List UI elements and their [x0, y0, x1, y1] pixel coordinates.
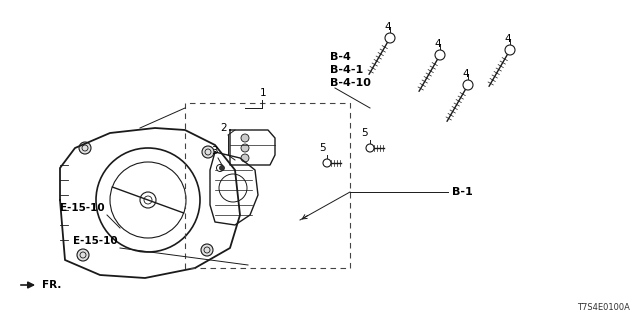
- Text: E-15-10: E-15-10: [60, 203, 105, 213]
- Circle shape: [505, 45, 515, 55]
- Circle shape: [385, 33, 395, 43]
- Circle shape: [220, 165, 225, 171]
- Circle shape: [241, 154, 249, 162]
- Circle shape: [241, 134, 249, 142]
- Circle shape: [435, 50, 445, 60]
- Circle shape: [79, 142, 91, 154]
- Text: 5: 5: [362, 128, 368, 138]
- Circle shape: [77, 249, 89, 261]
- Text: E-15-10: E-15-10: [74, 236, 118, 246]
- Text: B-1: B-1: [452, 187, 473, 197]
- Circle shape: [241, 144, 249, 152]
- Circle shape: [366, 144, 374, 152]
- Circle shape: [216, 164, 223, 172]
- Circle shape: [323, 159, 331, 167]
- Text: B-4
B-4-1
B-4-10: B-4 B-4-1 B-4-10: [330, 52, 371, 88]
- Text: FR.: FR.: [42, 280, 61, 290]
- Circle shape: [202, 146, 214, 158]
- Text: 1: 1: [260, 88, 266, 98]
- Text: 2: 2: [221, 123, 227, 133]
- Text: 4: 4: [463, 69, 469, 79]
- Text: 3: 3: [211, 146, 218, 156]
- Text: T7S4E0100A: T7S4E0100A: [577, 303, 630, 312]
- Text: 4: 4: [505, 34, 511, 44]
- Text: 4: 4: [385, 22, 391, 32]
- Circle shape: [463, 80, 473, 90]
- Text: 4: 4: [435, 39, 442, 49]
- Text: 5: 5: [319, 143, 325, 153]
- Circle shape: [201, 244, 213, 256]
